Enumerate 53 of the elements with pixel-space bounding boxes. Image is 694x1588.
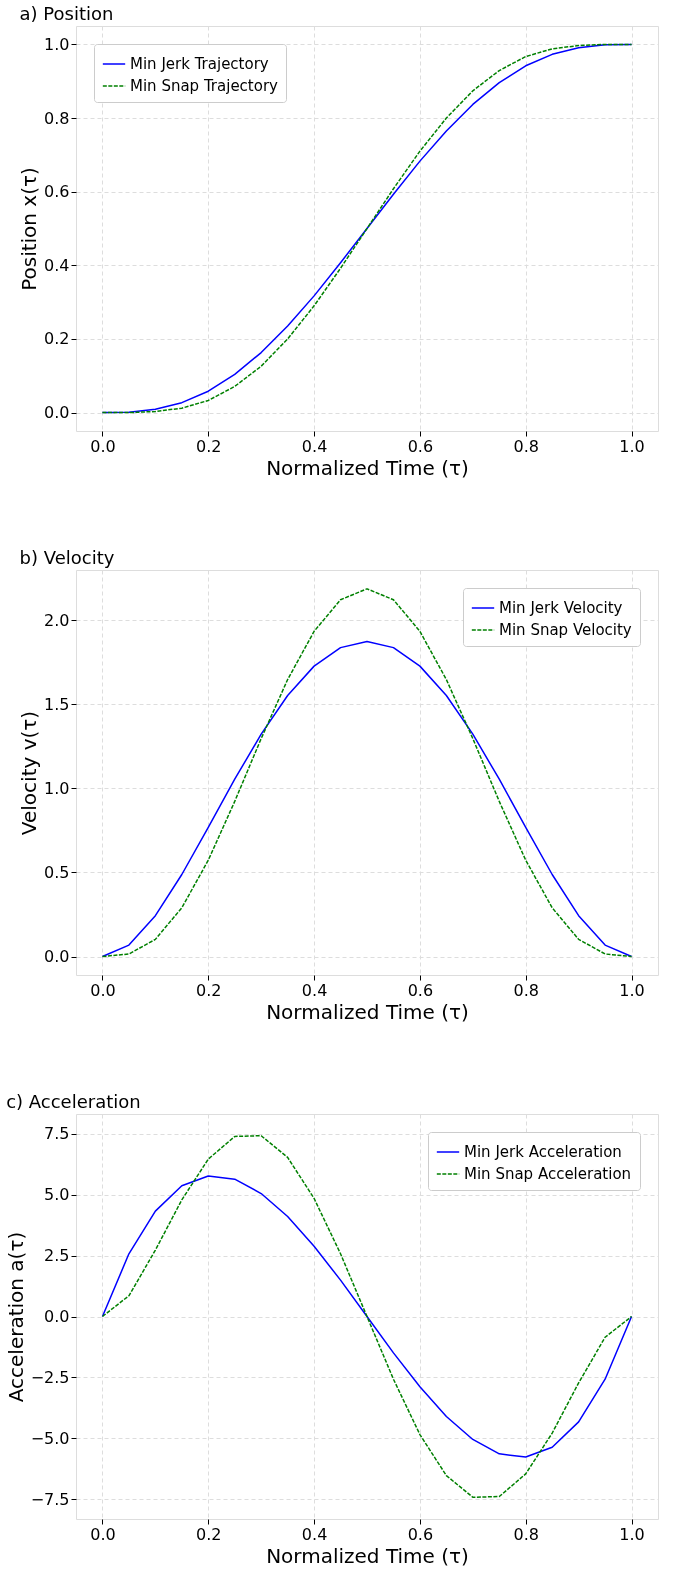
- x-tick-label: 0.0: [90, 1524, 116, 1544]
- y-tick-label: 7.5: [44, 1124, 70, 1144]
- legend-label: Min Snap Velocity: [499, 621, 632, 639]
- legend-label: Min Snap Acceleration: [464, 1165, 632, 1183]
- y-axis-title: Acceleration a(τ): [3, 1231, 28, 1403]
- x-tick-label: 0.0: [90, 436, 116, 456]
- y-tick-label: 1.5: [44, 694, 70, 714]
- chart-title: c) Acceleration: [6, 1091, 141, 1112]
- x-tick-label: 0.6: [407, 1524, 434, 1544]
- x-tick-label: 0.8: [513, 436, 539, 456]
- legend-label: Min Jerk Trajectory: [130, 55, 269, 73]
- y-tick-label: 0.0: [44, 947, 70, 967]
- y-tick-label: 0.2: [44, 329, 70, 349]
- y-tick-label: −2.5: [30, 1367, 70, 1387]
- x-axis-title: Normalized Time (τ): [266, 999, 469, 1024]
- chart-title: a) Position: [19, 3, 114, 24]
- x-tick-label: 0.2: [196, 436, 222, 456]
- y-tick-label: 5.0: [44, 1185, 70, 1205]
- x-tick-label: 1.0: [619, 436, 645, 456]
- y-tick-label: −5.0: [30, 1428, 70, 1448]
- legend-label: Min Jerk Acceleration: [464, 1143, 622, 1161]
- x-axis-title: Normalized Time (τ): [266, 455, 469, 480]
- x-tick-label: 0.6: [407, 980, 434, 1000]
- y-tick-label: 0.0: [44, 403, 70, 423]
- legend-label: Min Snap Trajectory: [130, 77, 279, 95]
- chart-title: b) Velocity: [19, 547, 115, 568]
- y-tick-label: 2.5: [44, 1246, 70, 1266]
- line-series: [101, 1134, 633, 1499]
- x-tick-label: 0.2: [196, 980, 222, 1000]
- y-tick-label: 0.6: [44, 182, 70, 202]
- y-tick-label: 2.0: [44, 610, 70, 630]
- legend-label: Min Jerk Velocity: [499, 599, 623, 617]
- y-tick-label: 0.5: [44, 862, 70, 882]
- x-tick-label: 1.0: [619, 980, 645, 1000]
- x-tick-label: 0.2: [196, 1524, 222, 1544]
- x-axis-title: Normalized Time (τ): [266, 1543, 469, 1568]
- x-tick-label: 1.0: [619, 1524, 645, 1544]
- x-tick-label: 0.6: [407, 436, 434, 456]
- x-tick-label: 0.8: [513, 980, 539, 1000]
- x-tick-label: 0.8: [513, 1524, 539, 1544]
- y-axis-title: Velocity v(τ): [17, 710, 42, 836]
- y-tick-label: 0.4: [44, 255, 70, 275]
- y-tick-label: 0.8: [44, 108, 70, 128]
- y-tick-label: 0.0: [44, 1307, 70, 1326]
- x-tick-label: 0.0: [90, 980, 116, 1000]
- y-axis-title: Position x(τ): [17, 167, 42, 291]
- y-tick-label: 1.0: [44, 34, 70, 54]
- x-tick-label: 0.4: [301, 436, 328, 456]
- y-tick-label: −7.5: [30, 1489, 70, 1509]
- y-tick-label: 1.0: [44, 778, 70, 798]
- line-series: [101, 43, 633, 414]
- x-tick-label: 0.4: [301, 980, 328, 1000]
- x-tick-label: 0.4: [301, 1524, 328, 1544]
